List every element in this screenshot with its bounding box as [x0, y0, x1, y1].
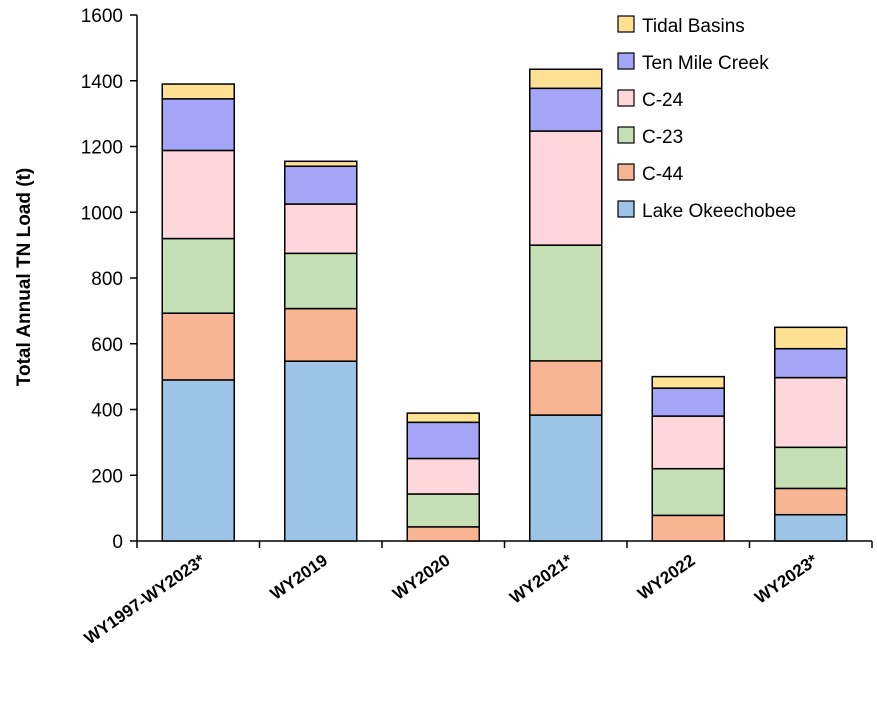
bar-segment — [161, 98, 235, 152]
bar-segment — [284, 203, 358, 255]
y-tick-label: 1400 — [81, 72, 123, 93]
bar-segment — [529, 68, 603, 90]
legend-swatch — [617, 52, 635, 70]
x-tick-label: WY2021* — [506, 550, 576, 607]
bar-segment — [651, 467, 725, 517]
legend-label: C-23 — [642, 127, 683, 148]
bar-segment — [161, 312, 235, 381]
legend-swatch — [617, 89, 635, 107]
y-tick-label: 600 — [91, 335, 123, 356]
x-tick-label: WY2023* — [751, 550, 821, 607]
legend-swatch — [617, 200, 635, 218]
bar-segment — [529, 87, 603, 132]
bar-segment — [406, 421, 480, 460]
bar-segment — [774, 446, 848, 490]
x-tick-label: WY1997-WY2023* — [81, 550, 209, 648]
bar-segment — [284, 165, 358, 205]
legend-swatch — [617, 15, 635, 33]
x-tick-label: WY2019 — [267, 551, 331, 604]
bar-segment — [161, 83, 235, 100]
x-tick-label: WY2020 — [389, 551, 453, 604]
legend-label: Lake Okeechobee — [642, 201, 796, 222]
bar-segment — [161, 149, 235, 240]
bar-segment — [651, 514, 725, 542]
bar-segment — [774, 326, 848, 350]
y-tick-label: 200 — [91, 466, 123, 487]
bar-segment — [529, 130, 603, 246]
y-tick-label: 400 — [91, 401, 123, 422]
bar-segment — [161, 237, 235, 314]
bar-segment — [651, 415, 725, 470]
bar-segment — [406, 412, 480, 424]
bar-segment — [284, 160, 358, 167]
y-tick-label: 800 — [91, 269, 123, 290]
legend-swatch — [617, 163, 635, 181]
bar-segment — [284, 307, 358, 362]
legend-label: C-44 — [642, 164, 684, 185]
x-tick-label: WY2022 — [634, 551, 698, 604]
bar-segment — [774, 513, 848, 542]
legend-label: Tidal Basins — [642, 16, 745, 37]
bar-segment — [284, 360, 358, 542]
bars — [161, 68, 848, 542]
y-tick-label: 1000 — [81, 203, 123, 224]
y-axis: 0 200 400 600 800 1000 1200 1400 1600 — [81, 6, 138, 553]
legend-label: Ten Mile Creek — [642, 53, 769, 74]
y-tick-label: 1600 — [81, 6, 123, 27]
bar-segment — [774, 376, 848, 449]
legend: Tidal Basins Ten Mile Creek C-24 C-23 C-44 La… — [617, 15, 796, 222]
x-axis: WY1997-WY2023* WY2019 WY2020 WY2021* WY2022 W… — [81, 540, 873, 648]
legend-swatch — [617, 126, 635, 144]
bar-segment — [774, 347, 848, 379]
y-axis-title: Total Annual TN Load (t) — [14, 168, 35, 386]
bar-segment — [406, 493, 480, 528]
legend-label: C-24 — [642, 90, 684, 111]
y-tick-label: 0 — [112, 532, 123, 553]
bar-segment — [774, 487, 848, 516]
bar-segment — [161, 379, 235, 542]
bar-segment — [284, 252, 358, 310]
bar-segment — [651, 387, 725, 417]
bar-segment — [529, 414, 603, 542]
bar-segment — [651, 375, 725, 389]
bar-segment — [529, 360, 603, 416]
bar-segment — [529, 244, 603, 362]
bar-segment — [406, 457, 480, 495]
bar-segment — [406, 526, 480, 542]
y-tick-label: 1200 — [81, 138, 123, 159]
